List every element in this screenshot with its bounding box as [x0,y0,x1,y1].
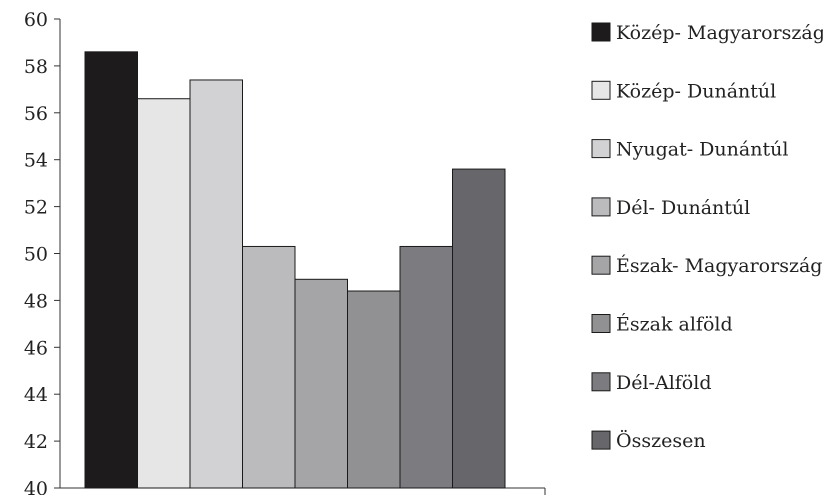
legend-swatch [591,139,611,159]
legend-swatch [591,255,611,275]
legend-swatch [591,22,611,42]
bar [399,245,453,489]
y-axis-ticks: 40 42 44 46 48 50 52 54 56 58 60 [24,9,60,499]
legend-swatch [591,80,611,100]
y-tick-label: 44 [24,384,48,406]
legend-label: Összesen [616,429,706,452]
legend-label: Dél-Alföld [616,372,711,394]
legend-label: Észak- Magyarország [616,254,822,277]
legend-swatch [591,314,611,333]
y-tick-label: 40 [24,478,48,495]
legend-item: Dél- Dunántúl [591,197,750,219]
legend-item: Összesen [591,429,706,452]
y-tick-label: 48 [24,290,48,312]
bar [137,98,191,489]
legend-item: Közép- Dunántúl [591,80,776,102]
legend-item: Dél-Alföld [591,372,711,394]
y-tick-label: 56 [24,103,48,125]
y-tick-label: 54 [24,150,48,172]
bars [84,51,506,489]
y-tick-label: 50 [24,244,48,266]
y-tick-label: 52 [24,197,48,219]
legend: Közép- Magyarország Közép- Dunántúl Nyugat… [591,22,823,452]
y-tick-label: 58 [24,56,48,78]
bar [242,245,296,489]
legend-label: Dél- Dunántúl [616,197,750,219]
legend-swatch [591,197,611,217]
y-tick-label: 46 [24,337,48,359]
legend-label: Észak alföld [616,313,733,336]
bar [452,168,506,489]
legend-swatch [591,372,611,392]
legend-label: Közép- Dunántúl [616,80,776,102]
legend-swatch [591,430,611,450]
bar [347,290,401,489]
bar [294,278,348,489]
legend-label: Nyugat- Dunántúl [616,139,788,161]
y-tick-label: 60 [24,9,48,31]
legend-item: Észak alföld [591,313,733,336]
legend-item: Közép- Magyarország [591,22,823,44]
legend-item: Észak- Magyarország [591,254,822,277]
y-tick-label: 42 [24,431,48,453]
bar [189,79,243,489]
bar [84,51,138,489]
legend-label: Közép- Magyarország [616,22,823,44]
legend-item: Nyugat- Dunántúl [591,139,788,161]
